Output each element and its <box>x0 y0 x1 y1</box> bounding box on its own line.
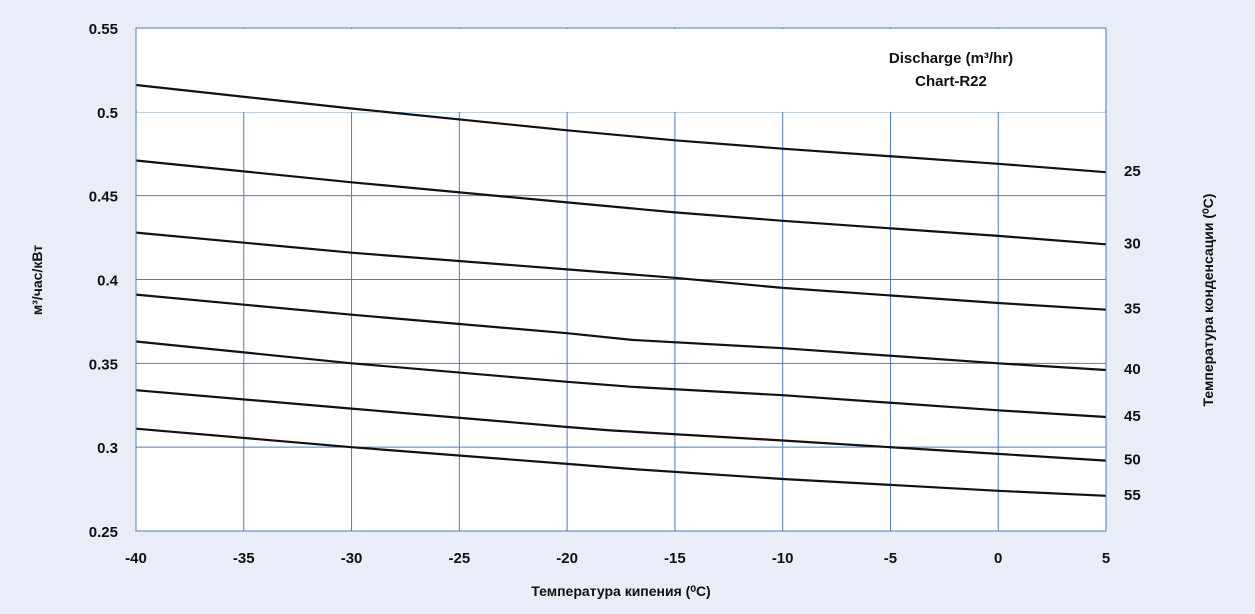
y-tick-label: 0.55 <box>89 21 118 38</box>
series-line-55 <box>135 427 1107 497</box>
y-tick-labels: 0.25 0.3 0.35 0.4 0.45 0.5 0.55 <box>89 21 119 541</box>
series-line-25 <box>135 83 1107 174</box>
curve-label-55: 55 <box>1124 487 1141 504</box>
x-tick-label: -20 <box>556 550 578 567</box>
chart-title-line-2: Chart-R22 <box>915 73 987 90</box>
plot-border <box>135 27 1107 532</box>
y-tick-label: 0.5 <box>97 105 118 122</box>
curve-label-25: 25 <box>1124 163 1141 180</box>
x-axis-title: Температура кипения (⁰C) <box>531 583 710 599</box>
x-tick-label: -10 <box>772 550 794 567</box>
y-tick-label: 0.25 <box>89 524 118 541</box>
x-tick-label: -30 <box>341 550 363 567</box>
chart-title-line-1: Discharge (m³/hr) <box>889 50 1013 67</box>
y-tick-label: 0.45 <box>89 189 118 206</box>
legend-box <box>137 29 1105 112</box>
series-line-50 <box>135 389 1107 462</box>
curve-label-40: 40 <box>1124 361 1141 378</box>
x-tick-label: -15 <box>664 550 686 567</box>
y-tick-label: 0.4 <box>97 273 119 290</box>
curve-label-30: 30 <box>1124 235 1141 252</box>
x-tick-label: -35 <box>233 550 255 567</box>
series-line-30 <box>135 159 1107 246</box>
curve-label-50: 50 <box>1124 452 1141 469</box>
x-tick-labels: -40 -35 -30 -25 -20 -15 -10 -5 0 5 <box>125 550 1110 567</box>
series-lines <box>135 83 1107 497</box>
x-tick-label: 0 <box>994 550 1002 567</box>
series-line-40 <box>135 293 1107 372</box>
y2-axis-title: Температура конденсации (⁰C) <box>1200 194 1216 407</box>
curve-labels: 25 30 35 40 45 50 55 <box>1124 163 1141 504</box>
x-tick-label: -40 <box>125 550 147 567</box>
x-tick-label: -25 <box>448 550 470 567</box>
y-tick-label: 0.35 <box>89 356 118 373</box>
y-axis-title: м³/час/кВт <box>29 245 45 315</box>
x-tick-label: -5 <box>884 550 897 567</box>
x-tick-label: 5 <box>1102 550 1110 567</box>
y-tick-label: 0.3 <box>97 440 118 457</box>
curve-label-35: 35 <box>1124 301 1141 318</box>
series-line-35 <box>135 231 1107 311</box>
series-line-45 <box>135 340 1107 419</box>
curve-label-45: 45 <box>1124 408 1141 425</box>
